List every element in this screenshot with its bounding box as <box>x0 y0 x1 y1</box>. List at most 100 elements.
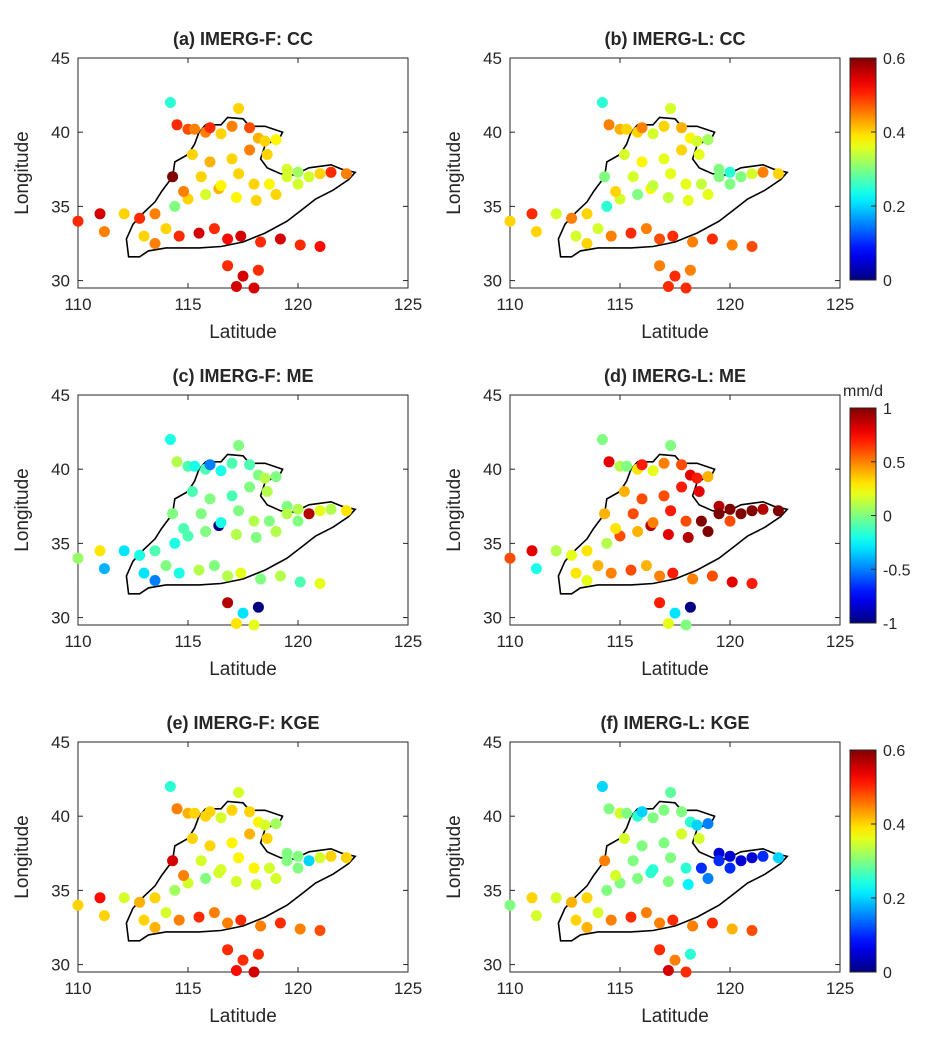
station-point <box>706 233 718 245</box>
station-point <box>605 567 617 579</box>
station-point <box>530 226 542 238</box>
panel-title: (a) IMERG-F: CC <box>173 29 313 49</box>
station-point <box>647 465 659 477</box>
x-tick-label: 125 <box>394 295 422 314</box>
station-point <box>530 563 542 575</box>
panel-title: (b) IMERG-L: CC <box>605 29 746 49</box>
station-point <box>292 503 304 515</box>
station-point <box>665 168 677 180</box>
x-tick-label: 115 <box>606 979 633 998</box>
station-point <box>281 171 293 183</box>
station-point <box>636 806 648 818</box>
station-point <box>270 134 282 146</box>
station-point <box>581 545 593 557</box>
station-point <box>662 529 674 540</box>
station-point <box>636 156 648 168</box>
station-point <box>230 192 242 203</box>
station-point <box>735 855 747 867</box>
station-point <box>160 223 172 235</box>
station-point <box>149 208 161 220</box>
station-point <box>599 171 611 183</box>
y-tick-label: 45 <box>483 733 502 752</box>
station-point <box>570 914 582 926</box>
station-point <box>618 149 630 160</box>
x-tick-label: 110 <box>496 979 523 998</box>
station-point <box>259 135 271 147</box>
station-point <box>693 833 705 844</box>
station-point <box>665 103 677 114</box>
colorbar-tick-label: 0.2 <box>883 199 905 216</box>
station-point <box>244 828 256 840</box>
station-point <box>340 852 352 864</box>
station-point <box>566 212 578 224</box>
station-point <box>581 208 593 220</box>
station-point <box>250 879 262 890</box>
station-point <box>340 505 352 517</box>
station-point <box>665 787 677 798</box>
station-point <box>636 122 648 134</box>
station-point <box>621 460 633 472</box>
station-point <box>526 545 538 557</box>
station-point <box>596 434 608 445</box>
station-point <box>248 282 260 294</box>
station-point <box>581 922 593 933</box>
station-point <box>325 850 337 862</box>
x-tick-label: 120 <box>284 632 312 651</box>
station-point <box>204 122 216 134</box>
station-point <box>233 505 245 517</box>
station-point <box>195 171 207 183</box>
station-point <box>233 168 245 180</box>
colorbar-gradient <box>849 57 877 281</box>
station-point <box>746 505 758 517</box>
station-point <box>746 925 758 936</box>
station-point <box>167 855 179 867</box>
station-point <box>72 215 84 227</box>
station-point <box>596 781 608 792</box>
station-point <box>706 570 718 582</box>
station-point <box>757 166 769 178</box>
station-point <box>204 493 216 505</box>
y-axis-label: Longitude <box>12 131 33 214</box>
station-point <box>746 168 758 180</box>
station-point <box>601 884 613 896</box>
station-point <box>618 833 630 844</box>
station-point <box>98 226 110 238</box>
station-point <box>676 828 688 840</box>
station-point <box>691 472 703 484</box>
station-point <box>684 948 696 960</box>
x-tick-label: 115 <box>174 632 201 651</box>
station-point <box>222 597 234 609</box>
panel-title: (c) IMERG-F: ME <box>173 366 314 386</box>
station-point <box>263 515 275 527</box>
station-point <box>684 264 696 276</box>
station-point <box>169 884 181 896</box>
station-point <box>270 526 282 537</box>
station-point <box>314 505 326 517</box>
colorbar-tick-label: 1 <box>883 401 892 418</box>
station-point <box>255 920 267 932</box>
station-point <box>724 862 736 874</box>
station-point <box>662 281 674 292</box>
station-point <box>294 576 306 588</box>
y-tick-label: 40 <box>483 123 502 142</box>
station-point <box>658 837 670 849</box>
station-point <box>601 537 613 549</box>
station-point <box>682 532 694 543</box>
panel-e: 110 115 120 125 30 35 40 45 (e) IMERG-F: KGE Lati… <box>12 713 422 1027</box>
station-point <box>610 186 622 197</box>
station-point <box>204 806 216 818</box>
station-point <box>270 189 282 200</box>
y-tick-label: 40 <box>51 460 70 479</box>
y-axis-label: Longitude <box>444 815 465 898</box>
station-point <box>596 97 608 108</box>
station-point <box>200 873 212 884</box>
station-point <box>230 529 242 540</box>
station-point <box>618 486 630 497</box>
station-point <box>261 149 273 160</box>
colorbar-tick-label: -0.5 <box>883 562 911 579</box>
region-outline <box>557 453 789 595</box>
station-point <box>625 564 637 576</box>
y-tick-label: 35 <box>483 534 502 553</box>
station-point <box>647 812 659 824</box>
y-tick-label: 30 <box>51 609 70 628</box>
